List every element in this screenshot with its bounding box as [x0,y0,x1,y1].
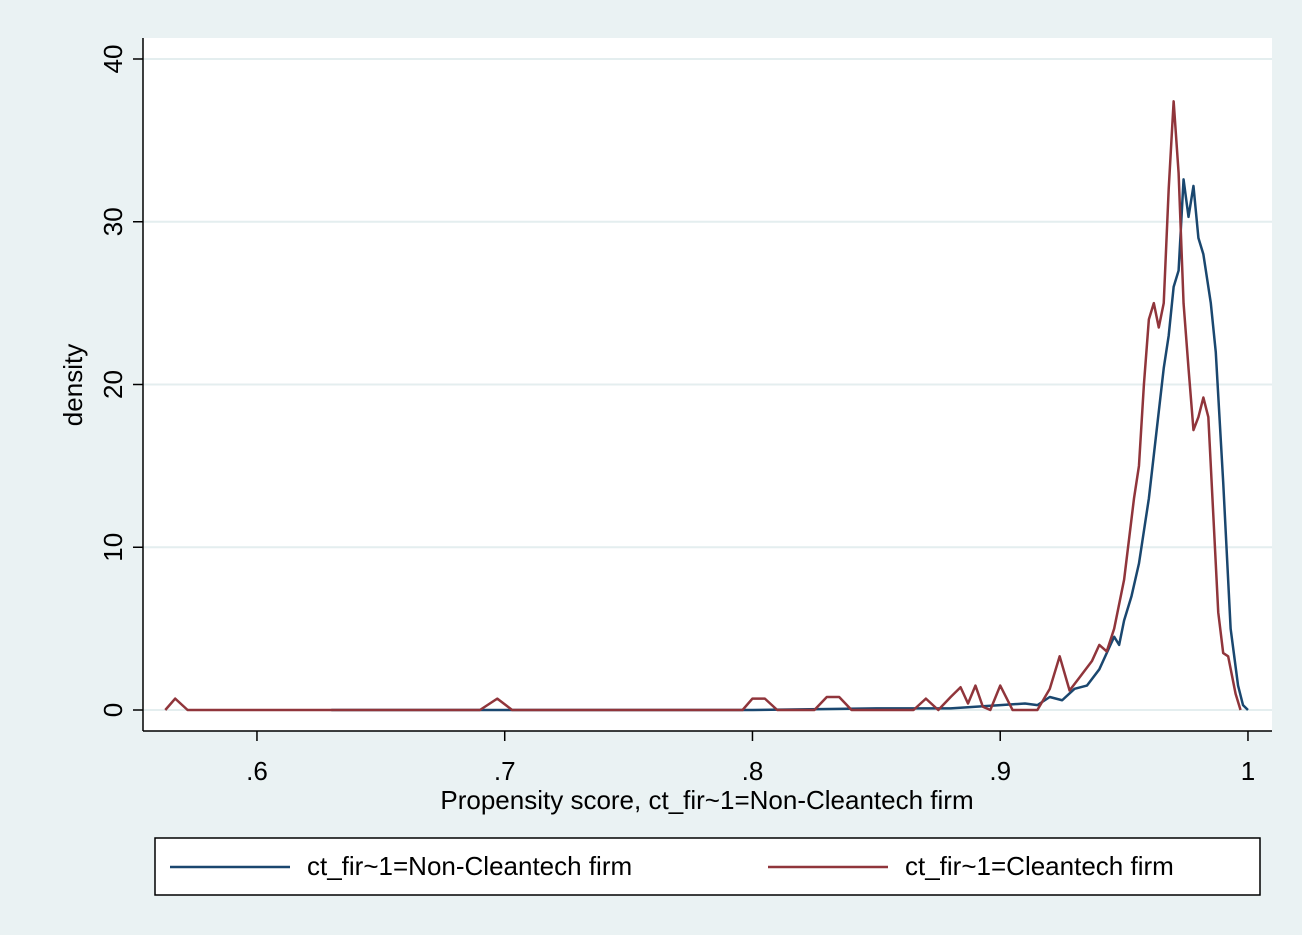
y-axis-label: density [58,344,88,426]
y-tick-label: 40 [98,45,128,74]
x-tick-label: 1 [1241,756,1255,786]
legend-label: ct_fir~1=Non-Cleantech firm [307,851,632,881]
legend-label: ct_fir~1=Cleantech firm [905,851,1174,881]
x-tick-label: .6 [246,756,268,786]
series-line [164,100,1242,712]
x-tick-label: .9 [989,756,1011,786]
y-tick-label: 10 [98,533,128,562]
legend [154,837,1261,896]
x-tick-label: .7 [494,756,516,786]
x-tick-label: .8 [742,756,764,786]
y-tick-label: 20 [98,370,128,399]
y-tick-label: 0 [98,703,128,717]
series-line [331,178,1249,712]
y-tick-label: 30 [98,207,128,236]
x-axis-label: Propensity score, ct_fir~1=Non-Cleantech… [440,785,973,815]
